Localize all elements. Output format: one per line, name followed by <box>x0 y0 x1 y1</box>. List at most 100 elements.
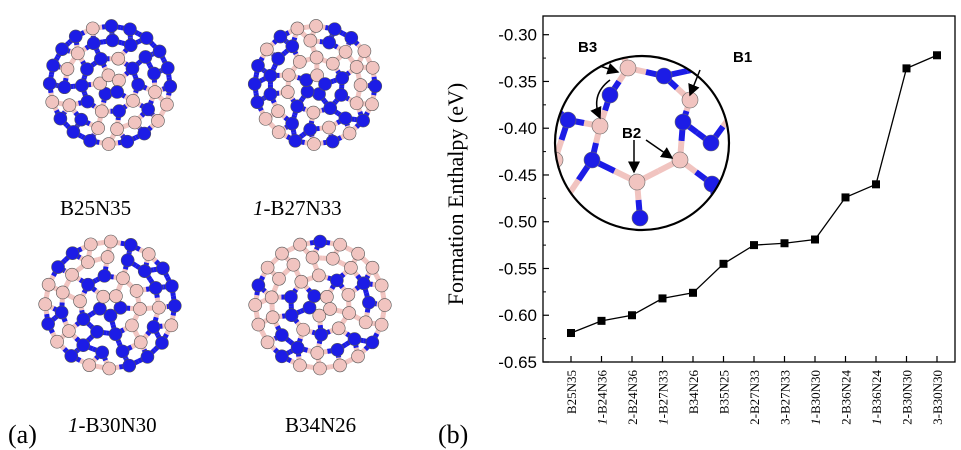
data-point <box>689 288 697 297</box>
nitrogen-atom <box>335 71 350 85</box>
boron-atom <box>271 104 285 118</box>
boron-atom <box>251 317 266 332</box>
boron-atom <box>116 271 130 286</box>
boron-atom <box>109 289 123 303</box>
boron-atom <box>628 173 646 191</box>
nitrogen-atom <box>160 61 175 75</box>
nitrogen-atom <box>68 29 83 44</box>
y-tick-label: -0.40 <box>498 119 537 138</box>
boron-atom <box>351 349 365 364</box>
boron-atom <box>38 297 53 312</box>
boron-atom <box>711 223 729 230</box>
nitrogen-atom <box>362 295 376 310</box>
nitrogen-atom <box>125 61 140 76</box>
nitrogen-atom <box>334 88 349 102</box>
boron-atom <box>307 137 321 151</box>
nitrogen-atom <box>303 122 317 137</box>
x-tick-label: 1-B27N33 <box>656 370 671 425</box>
nitrogen-atom <box>90 324 104 339</box>
x-tick-label: 3-B30N30 <box>930 370 945 425</box>
boron-atom <box>726 101 729 119</box>
boron-atom <box>85 21 100 36</box>
nitrogen-atom <box>146 320 161 334</box>
nitrogen-atom <box>86 36 101 51</box>
y-tick-label: -0.65 <box>498 353 537 372</box>
nitrogen-atom <box>76 338 91 352</box>
molecule-b34n26 <box>248 234 392 376</box>
molecule-label-1-b30n30: 1-B30N30 <box>68 413 157 438</box>
boron-atom <box>333 237 347 252</box>
nitrogen-atom <box>290 99 304 114</box>
molecule-label-prefix: 1 <box>253 196 264 220</box>
nitrogen-atom <box>110 85 124 99</box>
x-tick-label: B34N26 <box>686 370 701 415</box>
nitrogen-atom <box>156 261 170 276</box>
y-tick-label: -0.45 <box>498 166 537 185</box>
x-tick-label: 2-B24N36 <box>625 370 640 425</box>
b3-arrow-top <box>599 62 620 75</box>
nitrogen-atom <box>57 80 72 95</box>
boron-atom <box>312 308 327 323</box>
nitrogen-atom <box>46 58 60 73</box>
nitrogen-atom <box>302 300 317 315</box>
boron-atom <box>151 114 165 128</box>
boron-atom <box>82 358 97 372</box>
nitrogen-atom <box>123 238 138 252</box>
boron-atom <box>374 317 389 332</box>
boron-atom <box>323 302 337 316</box>
nitrogen-atom <box>104 19 119 33</box>
nitrogen-atom <box>365 335 380 350</box>
nitrogen-atom <box>123 38 138 53</box>
x-tick-label: 1-B24N36 <box>595 370 610 425</box>
nitrogen-atom <box>103 308 118 323</box>
nitrogen-atom <box>97 269 112 283</box>
bond <box>713 207 723 230</box>
boron-atom <box>351 246 365 261</box>
nitrogen-atom <box>140 350 155 364</box>
inset-border <box>553 54 731 232</box>
x-tick-label: B35N25 <box>717 370 732 414</box>
nitrogen-atom <box>285 116 299 131</box>
x-tick-label: 1-B30N30 <box>808 370 823 425</box>
boron-atom <box>281 68 296 82</box>
nitrogen-atom <box>330 343 345 357</box>
molecule-label-prefix: 1 <box>68 413 79 437</box>
nitrogen-atom <box>263 68 278 83</box>
molecule-label-formula: B34N26 <box>285 413 357 437</box>
data-point <box>567 329 575 338</box>
boron-atom <box>310 346 325 360</box>
y-tick-label: -0.55 <box>498 259 537 278</box>
y-tick-label: -0.35 <box>498 72 537 91</box>
boron-atom <box>357 44 372 58</box>
nitrogen-atom <box>347 332 362 346</box>
data-point <box>719 259 728 268</box>
boron-atom <box>591 117 609 135</box>
data-point <box>780 239 789 248</box>
data-point <box>872 180 880 189</box>
nitrogen-atom <box>108 327 123 341</box>
nitrogen-atom <box>325 134 340 149</box>
bond <box>555 92 556 110</box>
x-tick-label: 2-B30N30 <box>900 370 915 425</box>
nitrogen-atom <box>273 29 288 44</box>
nitrogen-atom <box>601 86 619 104</box>
boron-atom <box>100 250 115 264</box>
boron-atom <box>310 68 324 83</box>
nitrogen-atom <box>81 277 95 292</box>
nitrogen-atom <box>141 102 155 117</box>
molecule-label-b34n26: B34N26 <box>285 413 356 438</box>
nitrogen-atom <box>115 344 130 359</box>
data-point <box>750 241 758 250</box>
nitrogen-atom <box>137 126 152 141</box>
boron-atom <box>127 115 142 130</box>
b1-arrow <box>688 69 701 97</box>
nitrogen-atom <box>701 57 719 75</box>
nitrogen-atom <box>251 58 265 73</box>
nitrogen-atom <box>275 328 289 342</box>
nitrogen-atom <box>271 51 285 66</box>
molecule-1-b27n33 <box>247 19 383 151</box>
y-axis-label: Formation Enthalpy (eV) <box>443 83 468 305</box>
nitrogen-atom <box>80 62 94 76</box>
plot-frame <box>542 15 956 363</box>
inset-label-b2: B2 <box>622 125 641 142</box>
